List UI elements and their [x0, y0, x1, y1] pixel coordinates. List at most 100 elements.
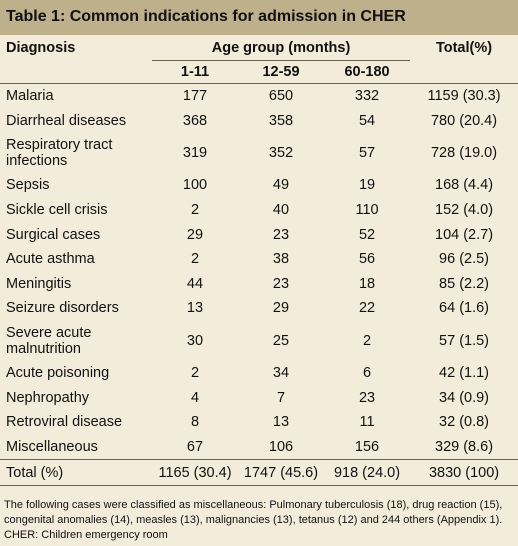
age-60-180-cell: 54 — [358, 112, 376, 129]
age-1-11-cell: 30 — [186, 332, 204, 349]
total-cell: 96 (2.5) — [439, 251, 490, 268]
table-row: Sickle cell crisis 2 40 110 152 (4.0) — [0, 198, 518, 223]
age-12-59-cell: 358 — [268, 112, 294, 129]
total-cell: 152 (4.0) — [435, 202, 494, 219]
age-60-180-cell: 156 — [354, 438, 380, 455]
age-60-180-cell: 6 — [362, 365, 372, 382]
total-label: Total (%) — [0, 459, 152, 487]
diagnosis-cell: Retroviral disease — [6, 414, 123, 431]
age-12-59-cell: 13 — [272, 414, 290, 431]
total-cell: 57 (1.5) — [439, 332, 490, 349]
age-12-59-cell: 23 — [272, 275, 290, 292]
age-1-11-cell: 13 — [186, 300, 204, 317]
table-row: Diarrheal diseases 368 358 54 780 (20.4) — [0, 109, 518, 134]
age-12-59-cell: 106 — [268, 438, 294, 455]
diagnosis-cell: Respiratory tract infections — [6, 137, 113, 170]
age-12-59-cell: 7 — [276, 389, 286, 406]
age-1-11-cell: 44 — [186, 275, 204, 292]
age-60-180-cell: 23 — [358, 389, 376, 406]
table-row: Miscellaneous 67 106 156 329 (8.6) — [0, 435, 518, 460]
table-row: Acute asthma 2 38 56 96 (2.5) — [0, 247, 518, 272]
age-12-59-cell: 49 — [272, 177, 290, 194]
total-cell: 85 (2.2) — [439, 275, 490, 292]
admissions-table: Diagnosis Age group (months) Total(%) 1-… — [0, 35, 518, 487]
diagnosis-cell: Sepsis — [6, 177, 50, 194]
age-60-180-cell: 2 — [362, 332, 372, 349]
age-12-59-cell: 25 — [272, 332, 290, 349]
total-cell: 42 (1.1) — [439, 365, 490, 382]
age-1-11-cell: 100 — [182, 177, 208, 194]
table-row: Acute poisoning 2 34 6 42 (1.1) — [0, 361, 518, 386]
age-12-59-cell: 34 — [272, 365, 290, 382]
total-overall: 3830 (100) — [410, 459, 518, 487]
table-row: Severe acute malnutrition 30 25 2 57 (1.5) — [0, 321, 518, 361]
diagnosis-header: Diagnosis — [6, 39, 76, 56]
header-row: Diagnosis Age group (months) Total(%) — [0, 35, 518, 61]
age-60-180-cell: 11 — [359, 414, 375, 431]
age-1-11-cell: 29 — [186, 226, 204, 243]
diagnosis-cell: Sickle cell crisis — [6, 202, 108, 219]
age-12-59-cell: 29 — [272, 300, 290, 317]
age-group-header: Age group (months) — [152, 35, 411, 61]
diagnosis-cell: Seizure disorders — [6, 300, 119, 317]
table-row: Malaria 177 650 332 1159 (30.3) — [0, 84, 518, 109]
age-60-180-cell: 110 — [355, 202, 379, 219]
diagnosis-cell: Miscellaneous — [6, 438, 98, 455]
age-60-180-cell: 19 — [358, 177, 376, 194]
diagnosis-cell: Nephropathy — [6, 389, 90, 406]
age-1-11-cell: 2 — [190, 365, 200, 382]
age-1-11-cell: 368 — [182, 112, 208, 129]
age-1-11-cell: 8 — [190, 414, 200, 431]
diagnosis-cell: Surgical cases — [6, 226, 101, 243]
age-12-59-cell: 650 — [268, 88, 294, 105]
age-12-59-header: 12-59 — [238, 60, 324, 84]
total-cell: 168 (4.4) — [435, 177, 494, 194]
table-row: Sepsis 100 49 19 168 (4.4) — [0, 173, 518, 198]
subheader-empty — [0, 60, 152, 84]
table-row: Surgical cases 29 23 52 104 (2.7) — [0, 222, 518, 247]
diagnosis-cell: Malaria — [6, 88, 54, 105]
total-cell: 32 (0.8) — [439, 414, 490, 431]
table-title: Table 1: Common indications for admissio… — [0, 0, 518, 35]
age-1-11-cell: 177 — [182, 88, 208, 105]
age-60-180-cell: 52 — [358, 226, 376, 243]
age-12-59-cell: 38 — [272, 251, 290, 268]
total-cell: 64 (1.6) — [439, 300, 490, 317]
total-cell: 104 (2.7) — [435, 226, 494, 243]
diagnosis-cell: Diarrheal diseases — [6, 112, 127, 129]
total-1-11: 1165 (30.4) — [152, 459, 238, 487]
subheader-empty-total — [410, 60, 518, 84]
age-60-180-cell: 332 — [354, 88, 380, 105]
age-1-11-header: 1-11 — [152, 60, 238, 84]
table-row: Retroviral disease 8 13 11 32 (0.8) — [0, 410, 518, 435]
age-1-11-cell: 319 — [182, 145, 208, 162]
total-60-180: 918 (24.0) — [324, 459, 411, 487]
age-1-11-cell: 4 — [190, 389, 200, 406]
table-row: Nephropathy 4 7 23 34 (0.9) — [0, 385, 518, 410]
age-60-180-cell: 22 — [358, 300, 376, 317]
diagnosis-cell: Acute asthma — [6, 251, 95, 268]
diagnosis-cell: Severe acute malnutrition — [6, 324, 92, 357]
total-12-59: 1747 (45.6) — [238, 459, 324, 487]
subheader-row: 1-11 12-59 60-180 — [0, 60, 518, 84]
diagnosis-cell: Acute poisoning — [6, 365, 110, 382]
age-60-180-cell: 57 — [358, 145, 376, 162]
total-header: Total(%) — [435, 39, 493, 56]
total-cell: 329 (8.6) — [435, 438, 494, 455]
age-12-59-cell: 40 — [272, 202, 290, 219]
age-1-11-cell: 67 — [186, 438, 204, 455]
age-60-180-cell: 56 — [358, 251, 376, 268]
total-cell: 780 (20.4) — [430, 112, 498, 129]
age-60-180-header: 60-180 — [324, 60, 411, 84]
total-cell: 728 (19.0) — [430, 145, 498, 162]
diagnosis-cell: Meningitis — [6, 275, 72, 292]
table-footnote: The following cases were classified as m… — [4, 499, 503, 541]
table-row: Respiratory tract infections 319 352 57 728 … — [0, 133, 518, 173]
age-60-180-cell: 18 — [358, 275, 376, 292]
age-1-11-cell: 2 — [190, 202, 200, 219]
total-row: Total (%) 1165 (30.4) 1747 (45.6) 918 (2… — [0, 459, 518, 487]
age-12-59-cell: 23 — [272, 226, 290, 243]
total-cell: 1159 (30.3) — [427, 88, 501, 105]
table-row: Meningitis 44 23 18 85 (2.2) — [0, 272, 518, 297]
